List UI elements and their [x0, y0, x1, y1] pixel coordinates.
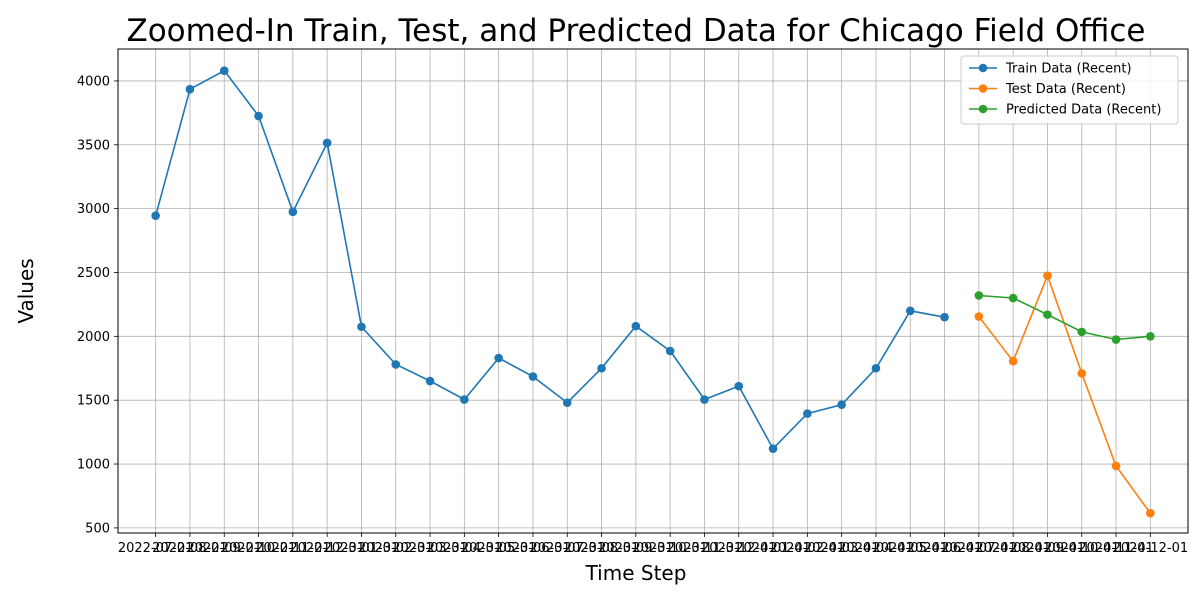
x-tick-label: 2023-02-01 [358, 541, 434, 556]
data-point [425, 376, 435, 386]
series-line [978, 273, 1151, 514]
data-point [151, 211, 160, 220]
x-tick-label: 2024-08-01 [975, 541, 1051, 556]
x-tick-label: 2023-07-01 [529, 541, 605, 556]
legend-marker [978, 104, 988, 114]
data-point [528, 372, 538, 381]
legend: Train Data (Recent) Test Data (Recent) Pre… [960, 55, 1179, 125]
x-tick-label: 2022-08-01 [152, 541, 228, 556]
x-tick-label: 2022-11-01 [255, 541, 331, 556]
data-point [631, 321, 641, 331]
y-tick-label: 1500 [77, 394, 110, 409]
x-tick-label: 2024-02-01 [770, 541, 846, 556]
x-tick-label: 2023-10-01 [632, 541, 708, 556]
data-point [768, 444, 778, 454]
data-point [871, 363, 881, 373]
data-point [391, 360, 401, 369]
data-point [974, 312, 984, 321]
data-point [288, 207, 298, 217]
y-tick-label: 1000 [77, 458, 110, 473]
legend-marker [978, 84, 988, 93]
x-tick-label: 2023-11-01 [667, 541, 743, 556]
y-tick-label: 2500 [77, 266, 110, 281]
data-point [1008, 293, 1018, 303]
y-tick-label: 3500 [77, 138, 110, 153]
data-point [322, 138, 332, 148]
series-layer [151, 66, 1155, 518]
data-point [734, 381, 744, 391]
data-point [1146, 332, 1155, 341]
x-tick-label: 2024-03-01 [804, 541, 880, 556]
x-tick-label: 2023-06-01 [495, 541, 571, 556]
legend-label: Predicted Data (Recent) [1006, 103, 1161, 118]
x-tick-label: 2024-11-01 [1078, 541, 1154, 556]
series-1 [151, 66, 949, 454]
x-tick-label: 2023-01-01 [324, 541, 400, 556]
x-tick-label: 2023-08-01 [564, 541, 640, 556]
tick-layer: 2022-07-012022-08-012022-09-012022-10-01… [77, 74, 1188, 556]
data-point [1111, 335, 1121, 344]
data-point [1008, 356, 1018, 366]
data-point [1077, 369, 1087, 378]
x-tick-label: 2023-03-01 [392, 541, 468, 556]
y-tick-label: 2000 [77, 330, 110, 345]
data-point [219, 66, 229, 76]
series-2 [974, 271, 1155, 518]
data-point [940, 312, 949, 322]
x-tick-label: 2024-05-01 [872, 541, 948, 556]
x-tick-label: 2023-12-01 [701, 541, 777, 556]
data-point [803, 409, 812, 418]
x-tick-label: 2024-01-01 [735, 541, 811, 556]
data-point [665, 346, 675, 356]
x-tick-label: 2024-04-01 [838, 541, 914, 556]
data-point [185, 84, 195, 94]
x-tick-label: 2024-07-01 [941, 541, 1017, 556]
plot-frame [117, 48, 1189, 534]
x-tick-label: 2023-05-01 [461, 541, 537, 556]
chart-title: Zoomed-In Train, Test, and Predicted Dat… [126, 13, 1145, 49]
data-point [597, 363, 606, 373]
x-tick-label: 2022-09-01 [186, 541, 262, 556]
data-point [1043, 271, 1052, 280]
data-point [1111, 461, 1121, 471]
data-point [357, 322, 366, 332]
data-point [254, 111, 263, 121]
series-3 [974, 291, 1155, 344]
series-line [978, 294, 1151, 341]
x-tick-label: 2024-06-01 [907, 541, 983, 556]
legend-label: Train Data (Recent) [1005, 62, 1132, 77]
data-point [1077, 327, 1087, 337]
series-line [154, 69, 945, 451]
data-point [700, 395, 709, 404]
data-point [1146, 508, 1155, 518]
y-axis-label: Values [14, 258, 38, 323]
y-tick-label: 3000 [77, 202, 110, 217]
data-point [905, 306, 915, 316]
legend-entry: Predicted Data (Recent) [969, 103, 1161, 118]
legend-label: Test Data (Recent) [1005, 82, 1126, 97]
x-axis-label: Time Step [585, 561, 687, 585]
data-point [837, 400, 846, 409]
data-point [494, 353, 503, 363]
data-point [562, 398, 572, 408]
data-point [1043, 310, 1052, 319]
data-point [460, 395, 469, 404]
x-tick-label: 2022-12-01 [289, 541, 365, 556]
data-point [974, 291, 984, 300]
x-tick-label: 2024-12-01 [1113, 541, 1189, 556]
legend-entry: Test Data (Recent) [969, 82, 1126, 97]
x-tick-label: 2024-10-01 [1044, 541, 1120, 556]
x-tick-label: 2022-10-01 [221, 541, 297, 556]
x-tick-label: 2024-09-01 [1010, 541, 1086, 556]
y-tick-label: 500 [85, 521, 110, 536]
legend-entry: Train Data (Recent) [969, 62, 1132, 77]
legend-box [960, 55, 1179, 125]
x-tick-label: 2023-04-01 [427, 541, 503, 556]
x-tick-label: 2023-09-01 [598, 541, 674, 556]
x-tick-label: 2022-07-01 [118, 541, 194, 556]
y-tick-label: 4000 [77, 74, 110, 89]
legend-marker [978, 63, 988, 73]
